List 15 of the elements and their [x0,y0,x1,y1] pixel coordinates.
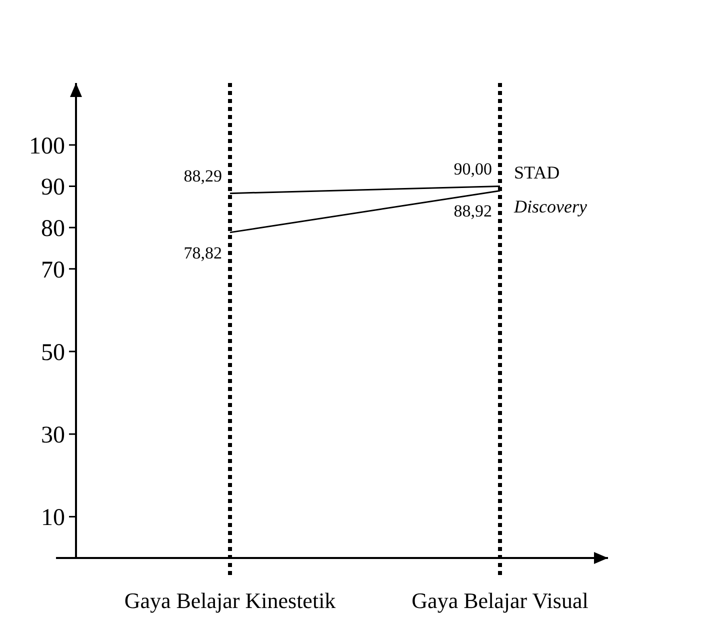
y-tick-label: 50 [41,340,65,366]
y-tick-label: 70 [41,257,65,284]
y-tick-label: 10 [41,505,65,532]
data-label: 88,29 [184,166,222,186]
data-label: 78,82 [184,243,222,262]
data-label: 88,92 [454,202,492,221]
x-tick-label: Gaya Belajar Kinestetik [124,588,336,613]
series-label: STAD [514,162,560,182]
y-tick-label: 90 [41,174,65,201]
y-tick-label: 80 [41,216,65,242]
x-tick-label: Gaya Belajar Visual [412,588,588,613]
y-tick-label: 100 [29,133,65,160]
series-label: Discovery [513,196,587,217]
data-label: 90,00 [454,159,492,178]
y-tick-label: 30 [41,422,65,448]
